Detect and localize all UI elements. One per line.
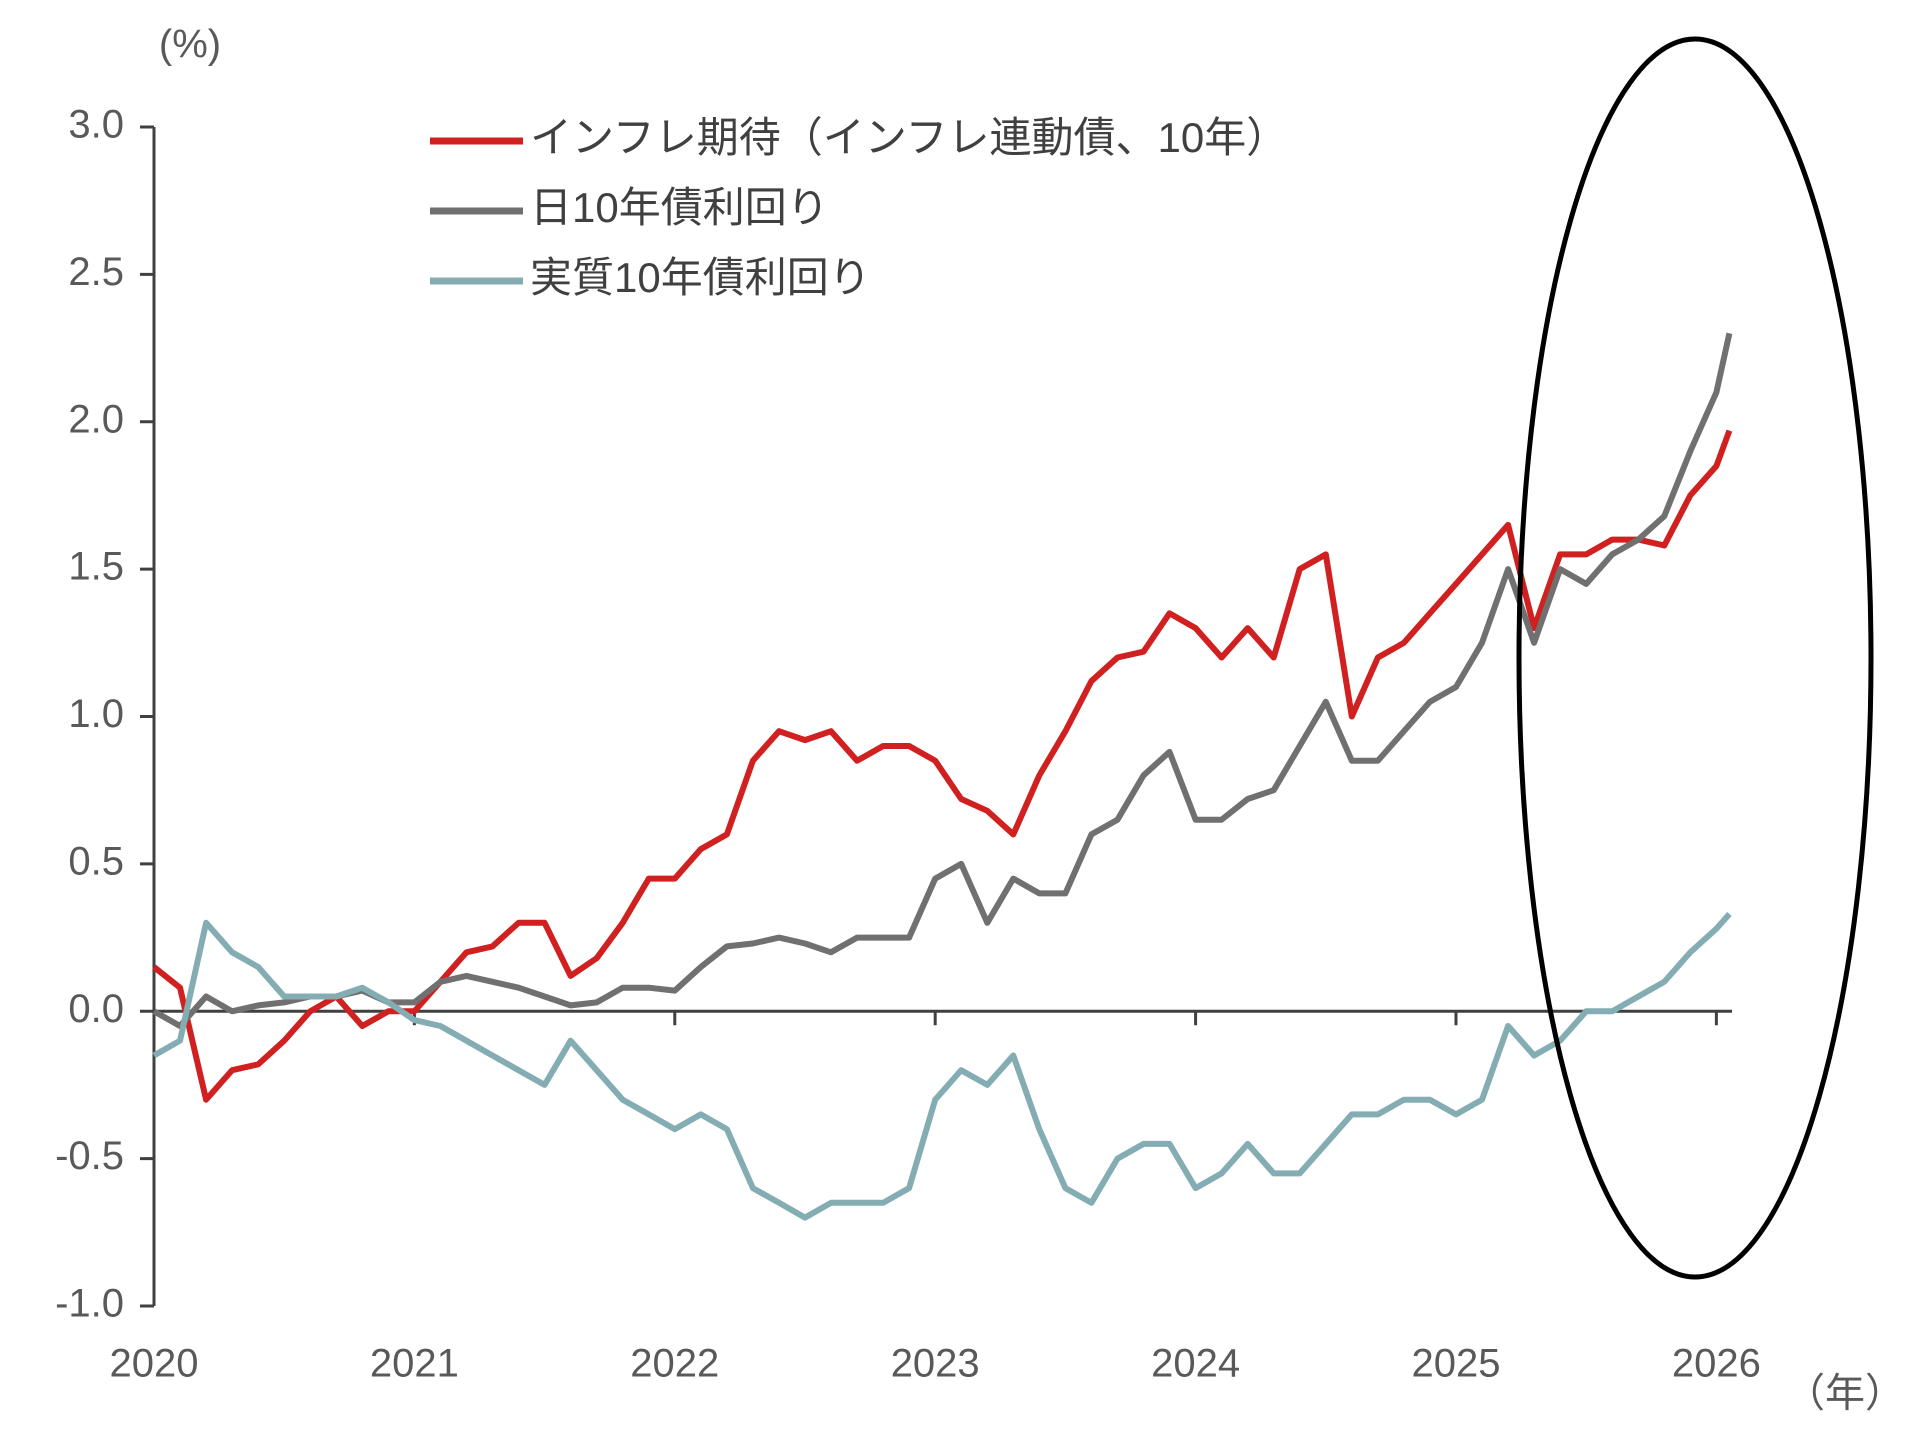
x-axis-label: （年） bbox=[1785, 1372, 1905, 1416]
plot-area: -1.0 -0.5 0.0 0.5 1.0 1.5 2.0 2.5 3.0 2020 2021 202… bbox=[55, 103, 1761, 1386]
x-tick-label: 2020 bbox=[110, 1342, 199, 1386]
series-line bbox=[152, 332, 1733, 1029]
series-line bbox=[152, 429, 1733, 1103]
legend-label: 実質10年債利回り bbox=[530, 254, 871, 301]
y-tick-label: 0.0 bbox=[68, 987, 124, 1031]
legend-label: インフレ期待（インフレ連動債、10年） bbox=[530, 114, 1288, 161]
highlight-ellipse bbox=[1516, 36, 1874, 1280]
y-tick-label: 1.0 bbox=[68, 692, 124, 736]
y-tick-label: -0.5 bbox=[55, 1134, 124, 1178]
x-tick-label: 2022 bbox=[630, 1342, 719, 1386]
x-tick-label: 2025 bbox=[1411, 1342, 1500, 1386]
y-tick-label: 0.5 bbox=[68, 839, 124, 883]
x-tick-label: 2021 bbox=[370, 1342, 459, 1386]
y-axis-label: (%) bbox=[159, 23, 221, 67]
y-tick-label: -1.0 bbox=[55, 1282, 124, 1326]
x-tick-label: 2024 bbox=[1151, 1342, 1240, 1386]
y-tick-label: 1.5 bbox=[68, 545, 124, 589]
y-tick-label: 3.0 bbox=[68, 103, 124, 147]
y-tick-label: 2.5 bbox=[68, 250, 124, 294]
legend-label: 日10年債利回り bbox=[530, 184, 829, 231]
x-tick-label: 2026 bbox=[1672, 1342, 1761, 1386]
y-tick-label: 2.0 bbox=[68, 397, 124, 441]
x-tick-label: 2023 bbox=[891, 1342, 980, 1386]
series-line bbox=[152, 912, 1732, 1221]
